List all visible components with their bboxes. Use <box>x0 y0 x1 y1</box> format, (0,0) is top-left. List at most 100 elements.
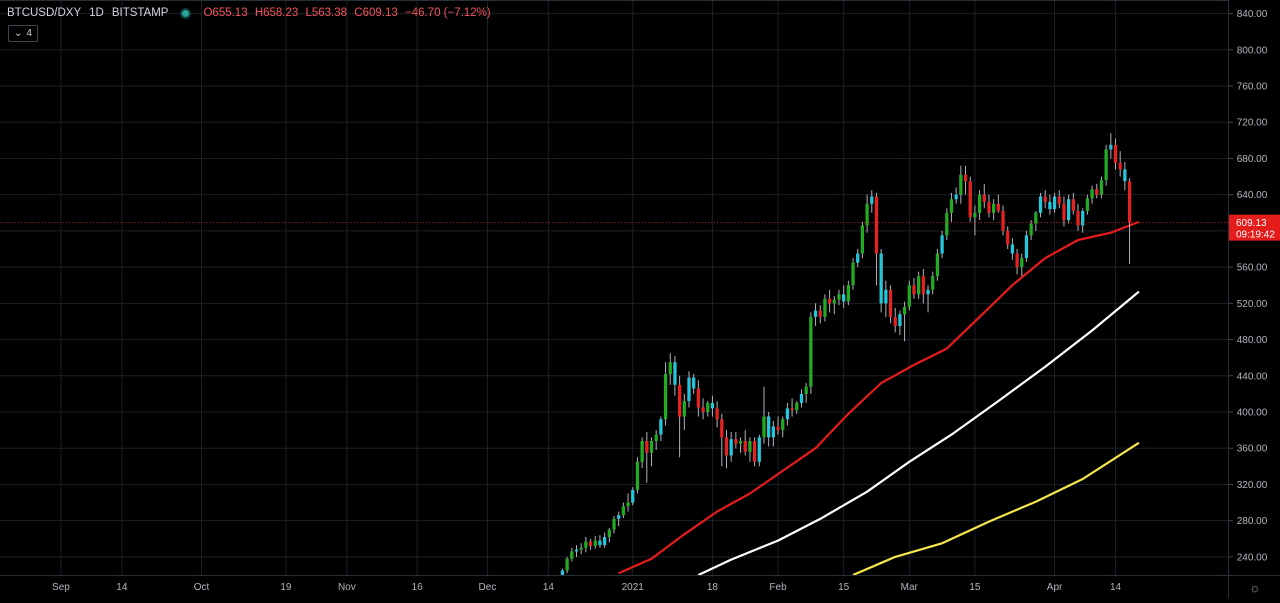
time-axis-label: Nov <box>338 582 356 593</box>
price-axis-label: 440.00 <box>1237 371 1268 382</box>
time-axis-label: 14 <box>1110 582 1122 593</box>
candle-body <box>1024 235 1029 259</box>
candle-body <box>992 203 996 213</box>
candle-body <box>767 416 771 438</box>
candle-body <box>973 212 977 218</box>
candle-body <box>696 388 701 408</box>
time-axis-label: 18 <box>707 582 719 593</box>
candle-body <box>809 316 813 387</box>
candle-body <box>682 401 686 417</box>
candle-body <box>1113 144 1118 163</box>
legend-interval[interactable]: 1D <box>89 7 104 19</box>
candle-body <box>617 515 621 519</box>
candle-body <box>879 253 883 304</box>
market-status-dot-icon[interactable] <box>182 9 190 17</box>
candle-body <box>790 408 794 411</box>
candle-body <box>935 253 940 277</box>
candle-body <box>701 407 705 413</box>
time-axis-label: Oct <box>194 582 210 593</box>
candle-body <box>706 402 710 413</box>
candle-body <box>818 310 822 317</box>
candle-body <box>884 289 888 304</box>
candle-body <box>1081 210 1085 226</box>
candle-body <box>612 518 616 530</box>
time-axis-label: 19 <box>280 582 292 593</box>
candle-body <box>893 316 897 326</box>
legend-low: L563.38 <box>305 7 348 19</box>
candle-body <box>1015 253 1019 268</box>
candle-body <box>649 440 654 453</box>
candle-body <box>837 294 841 300</box>
moving-average-line-yellow <box>852 441 1140 577</box>
candle-body <box>734 439 738 444</box>
indicators-toggle-button[interactable]: ⌄ 4 <box>8 25 38 42</box>
price-countdown: 09:19:42 <box>1236 230 1275 241</box>
legend-high: H658.23 <box>254 7 299 19</box>
candle-body <box>640 440 644 462</box>
chevron-down-icon: ⌄ <box>14 27 23 39</box>
candle-body <box>781 419 785 431</box>
candle-body <box>1109 144 1113 150</box>
legend-close: C609.13 <box>354 7 398 19</box>
indicator-count: 4 <box>26 28 32 39</box>
candle-body <box>635 461 640 490</box>
candle-body <box>776 426 780 431</box>
candle-body <box>574 549 579 552</box>
candle-body <box>926 289 930 295</box>
candle-body <box>968 181 972 218</box>
candle-body <box>1071 199 1075 211</box>
price-axis-label: 400.00 <box>1237 408 1268 419</box>
legend-open: O655.13 <box>203 7 248 19</box>
candle-body <box>565 558 569 571</box>
symbol-legend: BTCUSD/DXY 1D BITSTAMP O655.13 H658.23 L… <box>7 5 495 21</box>
price-axis-label: 680.00 <box>1237 154 1268 165</box>
candle-body <box>870 196 874 204</box>
candle-body <box>996 203 1000 211</box>
candle-body <box>1076 210 1080 226</box>
candle-body <box>963 174 968 182</box>
candle-body <box>570 551 574 559</box>
candle-body <box>1029 223 1033 236</box>
time-axis[interactable]: Sep 14 Oct 19 Nov 16 Dec 14 2021 18 Feb 15 Mar 15 Apr 1… <box>0 575 1228 598</box>
candle-body <box>762 416 766 438</box>
candle-body <box>715 408 719 420</box>
price-axis-label: 240.00 <box>1237 552 1268 563</box>
time-axis-label: Mar <box>901 582 919 593</box>
candle-body <box>813 310 818 317</box>
last-price-tag-bg <box>1229 214 1280 241</box>
candle-body <box>1095 189 1099 195</box>
candle-body <box>898 314 902 326</box>
grid-lines <box>0 0 1228 575</box>
candle-body <box>888 289 893 317</box>
candle-body <box>846 285 850 302</box>
candle-body <box>851 262 855 286</box>
time-axis-label: 15 <box>838 582 850 593</box>
candle-body <box>874 196 879 254</box>
candle-body <box>856 253 860 263</box>
price-axis[interactable]: 240.00 280.00 320.00 360.00 400.00 440.00 480.… <box>1228 0 1280 575</box>
time-axis-label: 14 <box>116 582 128 593</box>
candle-body <box>959 174 963 195</box>
candle-body <box>1104 149 1108 181</box>
candle-body <box>1057 196 1061 204</box>
chart-pane[interactable] <box>0 0 1228 586</box>
candle-body <box>720 419 724 438</box>
candle-body <box>921 276 925 295</box>
price-axis-label: 640.00 <box>1237 190 1268 201</box>
legend-symbol[interactable]: BTCUSD/DXY <box>7 7 82 19</box>
candle-body <box>598 540 602 546</box>
candle-body <box>931 276 935 290</box>
candle-body <box>860 225 865 254</box>
candle-body <box>659 419 663 435</box>
candle-body <box>1048 201 1052 210</box>
candle-body <box>724 437 729 456</box>
candle-body <box>1123 169 1127 182</box>
candle-body <box>1067 199 1071 221</box>
chart-settings-button[interactable]: ☼ <box>1228 575 1280 598</box>
time-axis-label: Feb <box>769 582 787 593</box>
moving-average-line-red <box>618 220 1140 575</box>
time-axis-label: 15 <box>969 582 981 593</box>
candle-body <box>687 377 691 402</box>
price-chart[interactable] <box>0 0 1228 586</box>
candle-body <box>823 298 827 317</box>
